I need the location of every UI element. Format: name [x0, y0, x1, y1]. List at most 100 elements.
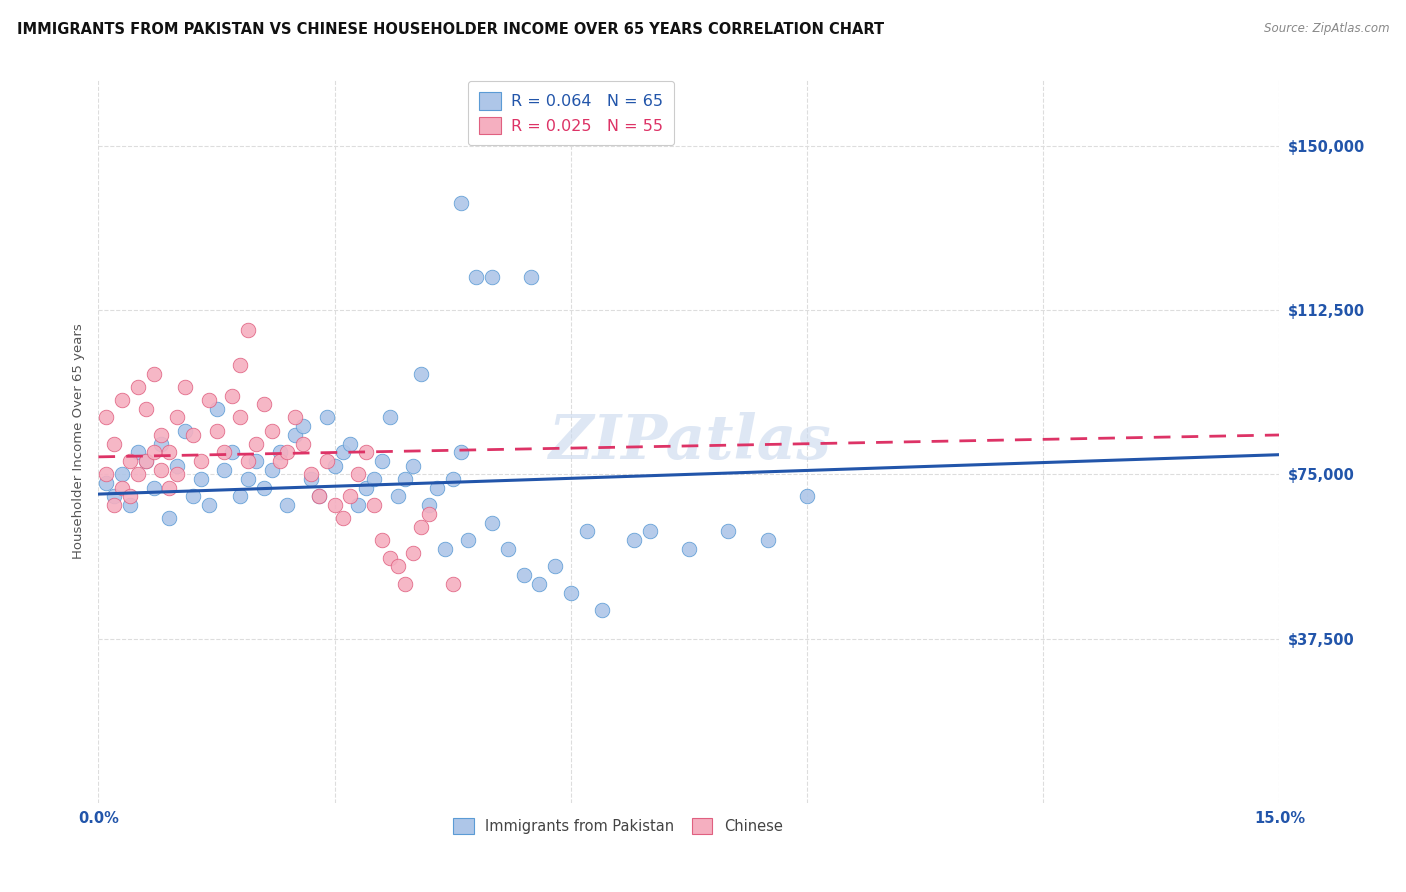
Point	[465, 270, 488, 285]
Point	[308, 489, 330, 503]
Point	[418, 498, 440, 512]
Legend: Immigrants from Pakistan, Chinese: Immigrants from Pakistan, Chinese	[444, 809, 792, 842]
Point	[135, 454, 157, 468]
Point	[221, 388, 243, 402]
Point	[236, 454, 259, 468]
Point	[363, 472, 385, 486]
Point	[354, 481, 377, 495]
Point	[411, 520, 433, 534]
Point	[411, 367, 433, 381]
Point	[457, 533, 479, 547]
Point	[284, 410, 307, 425]
Point	[269, 445, 291, 459]
Point	[253, 397, 276, 411]
Point	[142, 481, 165, 495]
Point	[197, 392, 219, 407]
Point	[520, 270, 543, 285]
Point	[363, 498, 385, 512]
Point	[142, 367, 165, 381]
Point	[378, 550, 401, 565]
Point	[150, 428, 173, 442]
Point	[512, 568, 534, 582]
Point	[245, 436, 267, 450]
Point	[229, 489, 252, 503]
Point	[205, 424, 228, 438]
Point	[157, 511, 180, 525]
Point	[166, 410, 188, 425]
Point	[450, 445, 472, 459]
Point	[339, 436, 361, 450]
Point	[142, 445, 165, 459]
Point	[127, 467, 149, 482]
Point	[441, 577, 464, 591]
Point	[174, 424, 197, 438]
Point	[323, 498, 346, 512]
Point	[214, 463, 236, 477]
Point	[276, 498, 298, 512]
Point	[96, 467, 118, 482]
Point	[284, 428, 307, 442]
Point	[181, 428, 204, 442]
Point	[269, 454, 291, 468]
Point	[308, 489, 330, 503]
Point	[387, 489, 409, 503]
Point	[756, 533, 779, 547]
Point	[166, 458, 188, 473]
Point	[371, 533, 394, 547]
Point	[299, 467, 322, 482]
Point	[638, 524, 661, 539]
Point	[197, 498, 219, 512]
Point	[481, 516, 503, 530]
Text: IMMIGRANTS FROM PAKISTAN VS CHINESE HOUSEHOLDER INCOME OVER 65 YEARS CORRELATION: IMMIGRANTS FROM PAKISTAN VS CHINESE HOUS…	[17, 22, 884, 37]
Point	[292, 436, 315, 450]
Point	[371, 454, 394, 468]
Point	[378, 410, 401, 425]
Point	[260, 463, 283, 477]
Point	[190, 472, 212, 486]
Point	[205, 401, 228, 416]
Point	[118, 489, 141, 503]
Point	[135, 454, 157, 468]
Point	[190, 454, 212, 468]
Point	[103, 489, 125, 503]
Point	[150, 463, 173, 477]
Point	[157, 481, 180, 495]
Point	[118, 498, 141, 512]
Point	[347, 498, 370, 512]
Point	[402, 546, 425, 560]
Point	[796, 489, 818, 503]
Point	[229, 410, 252, 425]
Point	[332, 445, 354, 459]
Text: ZIPatlas: ZIPatlas	[547, 411, 831, 472]
Point	[127, 445, 149, 459]
Point	[387, 559, 409, 574]
Point	[394, 577, 416, 591]
Point	[236, 472, 259, 486]
Point	[347, 467, 370, 482]
Point	[292, 419, 315, 434]
Point	[221, 445, 243, 459]
Point	[394, 472, 416, 486]
Point	[354, 445, 377, 459]
Point	[481, 270, 503, 285]
Point	[315, 454, 337, 468]
Point	[118, 454, 141, 468]
Point	[339, 489, 361, 503]
Point	[426, 481, 449, 495]
Point	[315, 410, 337, 425]
Point	[245, 454, 267, 468]
Point	[591, 603, 613, 617]
Point	[544, 559, 567, 574]
Point	[236, 323, 259, 337]
Point	[299, 472, 322, 486]
Point	[678, 541, 700, 556]
Point	[166, 467, 188, 482]
Point	[433, 541, 456, 556]
Point	[135, 401, 157, 416]
Point	[103, 436, 125, 450]
Point	[174, 380, 197, 394]
Point	[111, 392, 134, 407]
Point	[127, 380, 149, 394]
Point	[717, 524, 740, 539]
Point	[575, 524, 598, 539]
